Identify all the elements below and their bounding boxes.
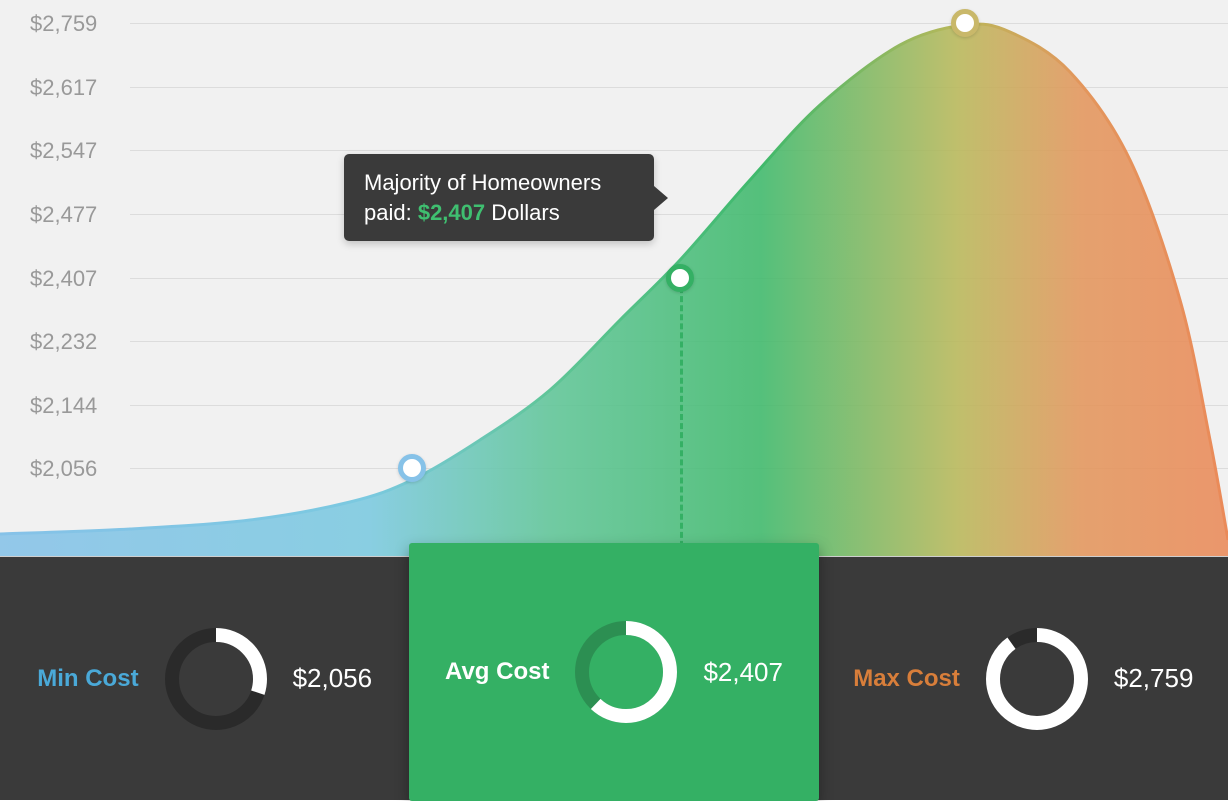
tooltip-arrow-icon bbox=[654, 186, 668, 210]
tooltip-amount: $2,407 bbox=[418, 200, 485, 225]
max-cost-value: $2,759 bbox=[1114, 663, 1194, 694]
max-cost-label: Max Cost bbox=[853, 665, 960, 693]
avg-cost-value: $2,407 bbox=[703, 657, 783, 688]
cost-summary-footer: Min Cost $2,056 Avg Cost $2,407 Max Cost… bbox=[0, 556, 1228, 800]
max-cost-cell: Max Cost $2,759 bbox=[819, 557, 1228, 800]
min-cost-ring-icon bbox=[161, 624, 271, 734]
min-cost-cell: Min Cost $2,056 bbox=[0, 557, 409, 800]
avg-cost-ring-icon bbox=[571, 617, 681, 727]
avg-tooltip: Majority of Homeowners paid: $2,407 Doll… bbox=[344, 154, 654, 241]
min-cost-value: $2,056 bbox=[293, 663, 373, 694]
avg-marker bbox=[666, 264, 694, 292]
max-cost-ring-icon bbox=[982, 624, 1092, 734]
avg-cost-label: Avg Cost bbox=[445, 658, 549, 686]
min-cost-label: Min Cost bbox=[37, 665, 138, 693]
tooltip-line1: Majority of Homeowners bbox=[364, 168, 634, 198]
area-curve bbox=[0, 0, 1228, 556]
tooltip-line2: paid: $2,407 Dollars bbox=[364, 198, 634, 228]
max-marker bbox=[951, 9, 979, 37]
min-marker bbox=[398, 454, 426, 482]
cost-distribution-chart: $2,759$2,617$2,547$2,477$2,407$2,232$2,1… bbox=[0, 0, 1228, 556]
avg-cost-cell: Avg Cost $2,407 bbox=[409, 543, 818, 801]
avg-guideline bbox=[680, 278, 683, 556]
